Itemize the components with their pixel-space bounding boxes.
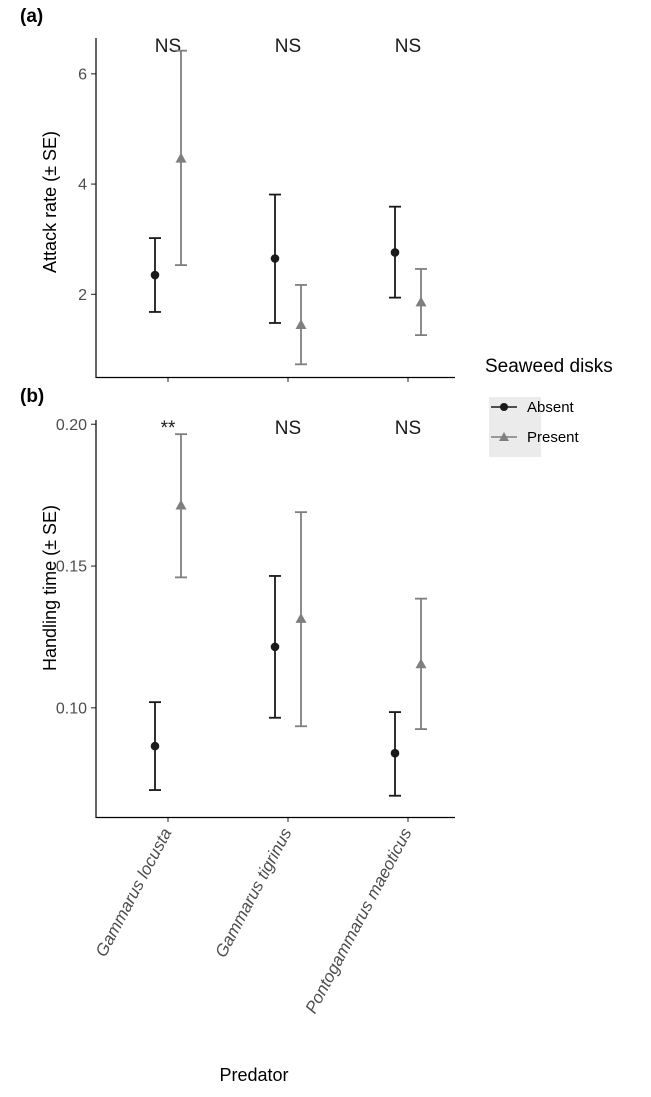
panel-a-absent-point <box>150 270 160 280</box>
panel-a-ytick-label: 4 <box>78 177 87 194</box>
panel-b-absent-point <box>270 642 280 652</box>
legend: Seaweed disks Absent Present <box>485 356 613 482</box>
panel-a: (a) Attack rate (± SE) 2 4 6 NS NS NS <box>20 6 455 382</box>
legend-label-present: Present <box>527 429 580 446</box>
panel-a-ytick-label: 2 <box>78 287 87 304</box>
panel-b-significance-label: NS <box>395 418 421 439</box>
panel-a-significance-label: NS <box>395 36 421 57</box>
panel-b-absent-point <box>390 748 400 758</box>
panel-b-label: (b) <box>20 386 44 407</box>
panel-b: (b) Handling time (± SE) 0.10 0.15 0.20 **… <box>20 386 455 822</box>
legend-key-absent-bg <box>489 397 541 427</box>
panel-b-ytick-label: 0.20 <box>56 417 87 434</box>
panel-a-label: (a) <box>20 6 43 27</box>
panel-b-present-point <box>295 613 307 623</box>
panel-b-ylabel: Handling time (± SE) <box>40 505 60 671</box>
panel-b-present-point <box>415 658 427 669</box>
category-label-pontogammarus-maeoticus: Pontogammarus maeoticus <box>302 825 416 1017</box>
panel-b-significance-label: ** <box>161 418 176 439</box>
legend-circle-icon <box>500 403 508 411</box>
panel-a-present-point <box>295 319 307 330</box>
panel-a-ylabel: Attack rate (± SE) <box>40 131 60 273</box>
panel-a-present-point <box>175 152 187 163</box>
panel-a-present-point <box>415 296 427 307</box>
category-label-gammarus-locusta: Gammarus locusta <box>92 825 176 960</box>
panel-a-significance-label: NS <box>275 36 301 57</box>
x-axis-title: Predator <box>219 1065 288 1085</box>
category-label-gammarus-tigrinus: Gammarus tigrinus <box>211 825 295 961</box>
panel-b-present-point <box>175 499 187 510</box>
legend-triangle-icon <box>499 432 509 441</box>
panel-a-ytick-label: 6 <box>78 66 87 83</box>
panel-b-absent-point <box>150 741 160 751</box>
panel-b-ytick-label: 0.15 <box>56 559 87 576</box>
panel-b-significance-label: NS <box>275 418 301 439</box>
panel-b-ytick-label: 0.10 <box>56 700 87 717</box>
panel-a-absent-point <box>390 248 400 257</box>
legend-key-present-bg <box>489 427 541 457</box>
legend-label-absent: Absent <box>527 399 575 416</box>
legend-title: Seaweed disks <box>485 356 613 377</box>
panel-a-absent-point <box>270 254 280 263</box>
panel-a-significance-label: NS <box>155 36 181 57</box>
